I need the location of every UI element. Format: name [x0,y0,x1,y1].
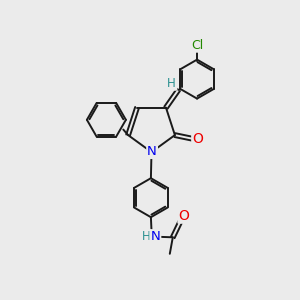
Text: O: O [178,209,189,223]
Text: N: N [147,145,157,158]
Text: H: H [142,230,151,243]
Text: O: O [192,132,203,146]
Text: N: N [151,230,160,243]
Text: H: H [167,77,176,90]
Text: Cl: Cl [191,39,204,52]
